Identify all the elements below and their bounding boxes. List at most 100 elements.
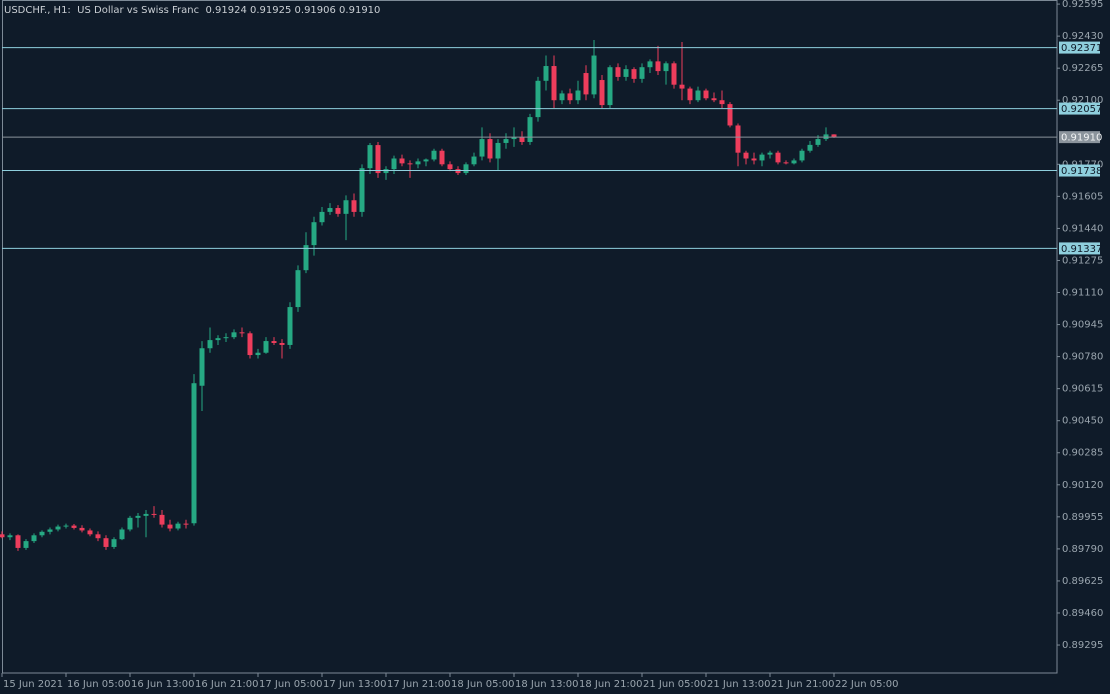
y-tick-label: 0.90450 (1062, 416, 1103, 427)
x-tick-label: 17 Jun 05:00 (259, 679, 323, 690)
candle-body (471, 156, 477, 165)
candle-body (519, 137, 525, 142)
y-tick-label: 0.91275 (1062, 255, 1103, 266)
candle-body (311, 222, 317, 246)
candle-body (287, 307, 293, 345)
candle-body (223, 337, 229, 339)
candle-body (407, 163, 413, 165)
candle-body (351, 200, 357, 212)
y-tick-label: 0.91440 (1062, 223, 1103, 234)
x-tick-label: 21 Jun 05:00 (643, 679, 707, 690)
candle-body (55, 526, 61, 530)
candle-body (703, 90, 709, 99)
x-tick-label: 15 Jun 2021 (3, 679, 63, 690)
price-label-box (1059, 164, 1100, 177)
chart-title: USDCHF., H1: US Dollar vs Swiss Franc 0.… (4, 5, 380, 16)
price-label: 0.91910 (1061, 133, 1102, 144)
candle-body (607, 67, 613, 106)
y-tick-label: 0.89625 (1062, 576, 1103, 587)
y-tick-label: 0.90285 (1062, 448, 1103, 459)
candle-body (639, 67, 645, 79)
candle-body (735, 125, 741, 153)
price-label-box (1059, 242, 1100, 255)
candle-body (447, 164, 453, 170)
y-tick-label: 0.89790 (1062, 544, 1103, 555)
x-tick-label: 22 Jun 05:00 (835, 679, 899, 690)
candle-body (183, 523, 189, 525)
candle-body (751, 158, 757, 161)
y-tick-label: 0.90615 (1062, 384, 1103, 395)
candle-body (7, 535, 13, 538)
y-tick-label: 0.90780 (1062, 352, 1103, 363)
candle-body (239, 332, 245, 334)
candle-body (479, 139, 485, 157)
x-tick-label: 18 Jun 21:00 (579, 679, 643, 690)
candle-body (279, 343, 285, 345)
y-tick-label: 0.89295 (1062, 640, 1103, 651)
candle-body (655, 61, 661, 72)
candle-body (231, 332, 237, 338)
candle-body (367, 145, 373, 169)
y-tick-label: 0.89955 (1062, 512, 1103, 523)
candle-body (175, 523, 181, 529)
candle-body (143, 513, 149, 516)
candle-body (391, 158, 397, 170)
x-tick-label: 17 Jun 13:00 (323, 679, 387, 690)
candle-body (599, 80, 605, 106)
candle-body (623, 69, 629, 77)
candle-body (671, 63, 677, 85)
y-tick-label: 0.91605 (1062, 191, 1103, 202)
candle-body (295, 270, 301, 308)
x-tick-label: 16 Jun 13:00 (131, 679, 195, 690)
y-tick-label: 0.92100 (1062, 95, 1103, 106)
candle-body (495, 142, 501, 159)
candle-body (543, 66, 549, 81)
candle-body (151, 513, 157, 515)
price-label: 0.92371 (1061, 43, 1102, 54)
candle-body (551, 66, 557, 101)
candle-body (159, 514, 165, 525)
candle-body (399, 158, 405, 164)
candle-body (695, 90, 701, 101)
price-label: 0.91738 (1061, 166, 1102, 177)
candle-body (775, 152, 781, 163)
candle-body (559, 93, 565, 101)
candle-body (191, 383, 197, 524)
x-tick-label: 17 Jun 21:00 (387, 679, 451, 690)
candle-body (71, 525, 77, 528)
price-label: 0.92057 (1061, 104, 1102, 115)
candle-body (511, 137, 517, 140)
candle-body (415, 161, 421, 165)
x-tick-label: 16 Jun 05:00 (67, 679, 131, 690)
candle-body (807, 144, 813, 151)
candle-body (431, 150, 437, 160)
candle-body (79, 527, 85, 531)
candle-body (631, 69, 637, 79)
candle-body (343, 200, 349, 214)
candle-body (255, 352, 261, 356)
candle-body (47, 529, 53, 532)
price-label-box (1059, 102, 1100, 115)
candle-body (591, 55, 597, 95)
candle-body (455, 169, 461, 174)
x-tick-label: 16 Jun 21:00 (195, 679, 259, 690)
candle-body (87, 530, 93, 535)
candle-body (815, 139, 821, 145)
candle-body (39, 531, 45, 536)
candle-body (711, 98, 717, 101)
candle-body (567, 93, 573, 101)
y-tick-label: 0.89460 (1062, 608, 1103, 619)
candle-body (575, 90, 581, 101)
candle-body (119, 529, 125, 540)
price-label: 0.91337 (1061, 244, 1102, 255)
candle-body (615, 67, 621, 77)
candle-body (727, 104, 733, 126)
y-tick-label: 0.90945 (1062, 320, 1103, 331)
candle-body (791, 160, 797, 164)
candle-body (23, 541, 29, 548)
candle-body (135, 515, 141, 518)
candle-body (247, 333, 253, 356)
x-tick-label: 21 Jun 21:00 (771, 679, 835, 690)
candle-body (831, 134, 837, 138)
